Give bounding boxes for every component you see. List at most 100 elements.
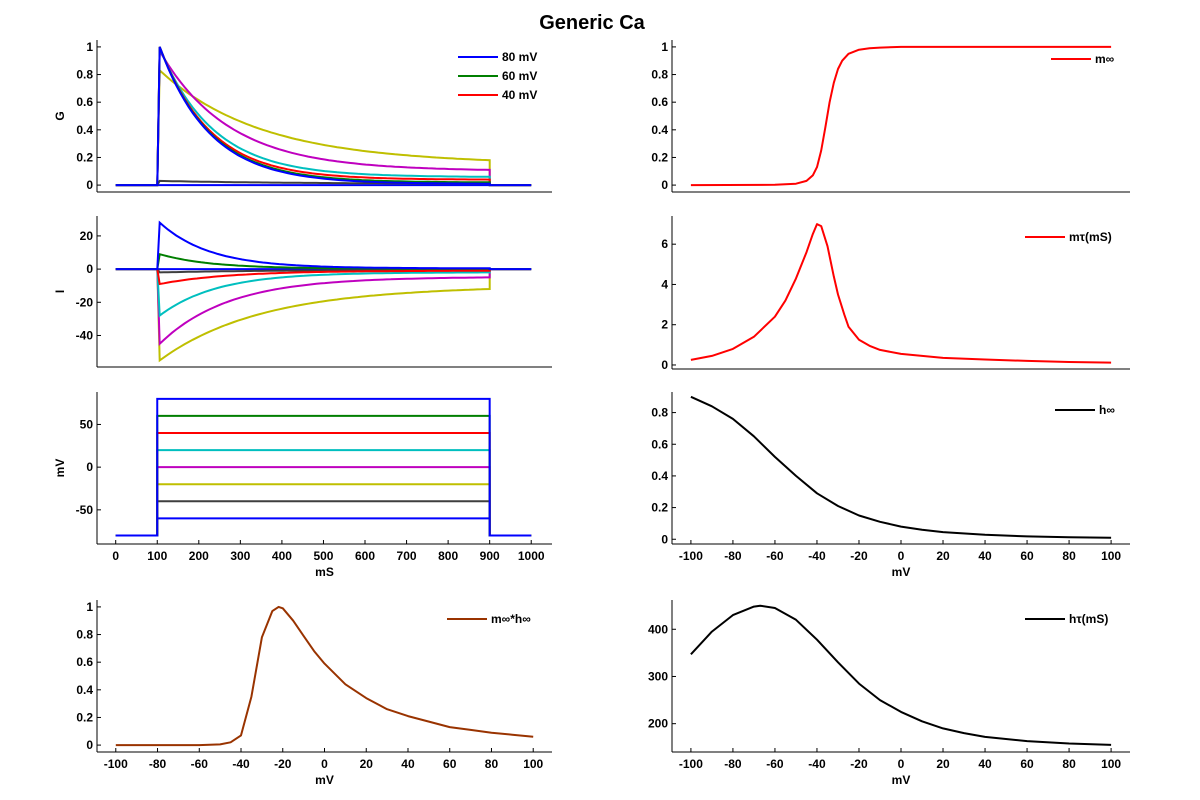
panel-window-current: 0 0.2 0.4 0.6 0.8 1 -100 -80 -60 -40 -20 0 20 40 60 80 1…: [76, 600, 552, 787]
series-line: [115, 449, 532, 537]
y-tick-label: 0: [86, 178, 93, 192]
x-tick-label: 20: [936, 549, 950, 563]
y-tick-label: -50: [76, 503, 94, 517]
y-tick-label: 0.8: [651, 406, 668, 420]
x-tick-label: -100: [679, 549, 703, 563]
legend: 80 mV 60 mV 40 mV: [458, 50, 537, 102]
x-tick-label: 60: [1020, 549, 1034, 563]
y-tick-label: 0.6: [76, 95, 93, 109]
y-tick-label: 0.8: [76, 628, 93, 642]
y-tick-label: 50: [80, 417, 94, 431]
x-tick-label: 100: [1101, 549, 1121, 563]
legend: m∞: [1051, 52, 1114, 66]
x-tick-label: 900: [480, 549, 500, 563]
panel-conductance: 0 0.2 0.4 0.6 0.8 1 G 80 mV 60 mV 40 mV: [53, 40, 552, 193]
x-axis-label: mS: [315, 565, 334, 579]
x-tick-label: 0: [898, 757, 905, 771]
x-tick-label: 40: [401, 757, 415, 771]
x-tick-label: 100: [523, 757, 543, 771]
x-tick-label: 600: [355, 549, 375, 563]
series-line: [115, 47, 532, 187]
panel-h-inf: 0 0.2 0.4 0.6 0.8 -100 -80 -60 -40 -20 0 20 40 60 80 10…: [651, 392, 1130, 579]
series-line: [115, 68, 532, 187]
y-tick-label: 1: [86, 600, 93, 614]
y-tick-label: 0: [661, 178, 668, 192]
series-line: [115, 268, 532, 286]
y-axis-label: mV: [53, 459, 67, 478]
legend: hτ(mS): [1025, 612, 1108, 626]
series-line: [115, 46, 532, 187]
x-tick-label: -20: [850, 757, 868, 771]
y-tick-label: 0.8: [76, 68, 93, 82]
series-line: [115, 268, 532, 347]
legend-label: 40 mV: [502, 88, 537, 102]
y-tick-label: 0.6: [76, 655, 93, 669]
legend: m∞*h∞: [447, 612, 531, 626]
x-tick-label: 0: [898, 549, 905, 563]
panel-h-tau: 200 300 400 -100 -80 -60 -40 -20 0 20 40 60 80 100 mV h…: [648, 600, 1130, 787]
x-tick-label: 20: [360, 757, 374, 771]
series-line: [690, 395, 1112, 539]
legend-label: m∞*h∞: [491, 612, 531, 626]
x-tick-label: -40: [232, 757, 250, 771]
x-tick-label: -100: [679, 757, 703, 771]
y-tick-label: 6: [661, 237, 668, 251]
series-line: [690, 45, 1112, 187]
y-tick-label: 1: [86, 40, 93, 54]
x-tick-label: 0: [112, 549, 119, 563]
x-tick-label: 1000: [518, 549, 545, 563]
x-tick-label: -60: [766, 549, 784, 563]
y-tick-label: 0: [86, 262, 93, 276]
x-tick-label: 100: [147, 549, 167, 563]
x-tick-label: -60: [191, 757, 209, 771]
x-tick-label: -20: [274, 757, 292, 771]
y-tick-label: 300: [648, 669, 668, 683]
y-tick-label: 2: [661, 318, 668, 332]
y-tick-label: 0: [661, 532, 668, 546]
x-tick-label: 200: [189, 549, 209, 563]
y-tick-label: 0.8: [651, 68, 668, 82]
y-axis-label: I: [53, 290, 67, 293]
x-tick-label: 500: [313, 549, 333, 563]
x-tick-label: -80: [149, 757, 167, 771]
x-tick-label: -40: [808, 757, 826, 771]
x-tick-label: -60: [766, 757, 784, 771]
legend: mτ(mS): [1025, 230, 1112, 244]
x-tick-label: 0: [321, 757, 328, 771]
y-tick-label: 1: [661, 40, 668, 54]
x-tick-label: 800: [438, 549, 458, 563]
y-tick-label: 0: [86, 460, 93, 474]
y-tick-label: 0.2: [76, 150, 93, 164]
x-tick-label: 20: [936, 757, 950, 771]
y-tick-label: 0.2: [76, 710, 93, 724]
y-tick-label: 0.6: [651, 95, 668, 109]
y-tick-label: 0.6: [651, 437, 668, 451]
x-tick-label: 60: [443, 757, 457, 771]
series-line: [115, 268, 532, 318]
x-tick-label: 40: [978, 757, 992, 771]
x-tick-label: -80: [724, 549, 742, 563]
series-line: [115, 220, 532, 271]
x-tick-label: 80: [485, 757, 499, 771]
y-tick-label: -40: [76, 328, 94, 342]
legend-label: h∞: [1099, 403, 1115, 417]
x-axis-label: mV: [892, 773, 911, 787]
figure-title: Generic Ca: [539, 12, 645, 34]
y-tick-label: 0.2: [651, 501, 668, 515]
panel-current: -40 -20 0 20 I: [53, 216, 552, 368]
x-tick-label: 40: [978, 549, 992, 563]
x-tick-label: 100: [1101, 757, 1121, 771]
x-tick-label: 80: [1062, 549, 1076, 563]
series-line: [115, 46, 532, 187]
x-tick-label: 400: [272, 549, 292, 563]
panel-m-inf: 0 0.2 0.4 0.6 0.8 1 m∞: [651, 40, 1130, 193]
series-line: [115, 605, 534, 747]
y-tick-label: 4: [661, 277, 668, 291]
x-tick-label: 700: [397, 549, 417, 563]
series-line: [690, 223, 1112, 364]
series-line: [115, 46, 532, 187]
y-tick-label: 0.4: [76, 123, 93, 137]
series-line: [115, 47, 532, 187]
